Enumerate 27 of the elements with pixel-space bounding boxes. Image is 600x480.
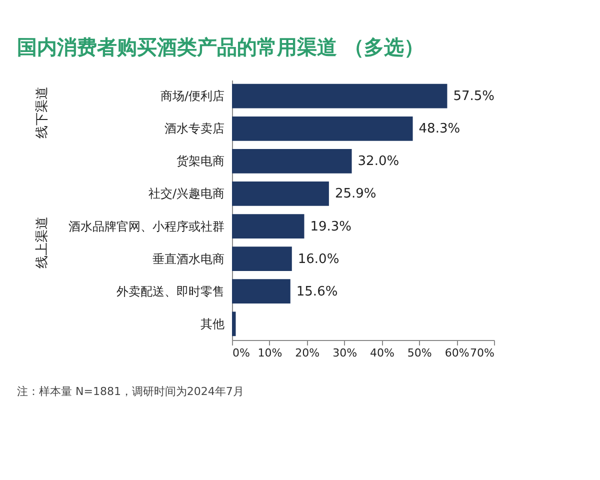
data-label: 16.0% — [298, 252, 340, 267]
y-tick-label: 酒水专卖店 — [164, 122, 224, 136]
y-tick-label: 酒水品牌官网、小程序或社群 — [68, 219, 224, 234]
x-tick-label: 10% — [258, 346, 282, 360]
text: 线下渠道 — [35, 86, 50, 138]
data-label: 57.5% — [453, 89, 495, 104]
x-tick-label: 0% — [232, 346, 250, 360]
y-tick-label: 垂直酒水电商 — [152, 252, 224, 266]
y-tick-label: 社交/兴趣电商 — [148, 186, 224, 201]
data-label: 32.0% — [358, 154, 400, 170]
text: 注：样本量 N=1881，调研时间为2024年7月 — [17, 385, 244, 398]
x-tick-label: 60% — [444, 346, 470, 360]
x-tick-label: 50% — [407, 346, 432, 360]
data-label: 48.3% — [418, 122, 460, 137]
x-tick-label: 40% — [370, 346, 394, 360]
text: 线上渠道 — [35, 216, 50, 268]
x-tick-label: 30% — [332, 346, 358, 360]
y-tick-label: 货架电商 — [176, 154, 224, 168]
data-label: 25.9% — [334, 186, 376, 202]
chart-title: 国内消费者购买酒类产品的常用渠道 （多选） — [17, 35, 424, 59]
data-label: 15.6% — [296, 284, 338, 300]
x-tick-label: 70% — [470, 346, 494, 360]
data-label: 19.3% — [310, 219, 352, 234]
y-tick-label: 外卖配送、即时零售 — [116, 284, 224, 298]
y-tick-label: 商场/便利店 — [160, 89, 224, 104]
y-tick-label: 其他 — [200, 316, 224, 331]
x-tick-label: 20% — [295, 346, 320, 360]
